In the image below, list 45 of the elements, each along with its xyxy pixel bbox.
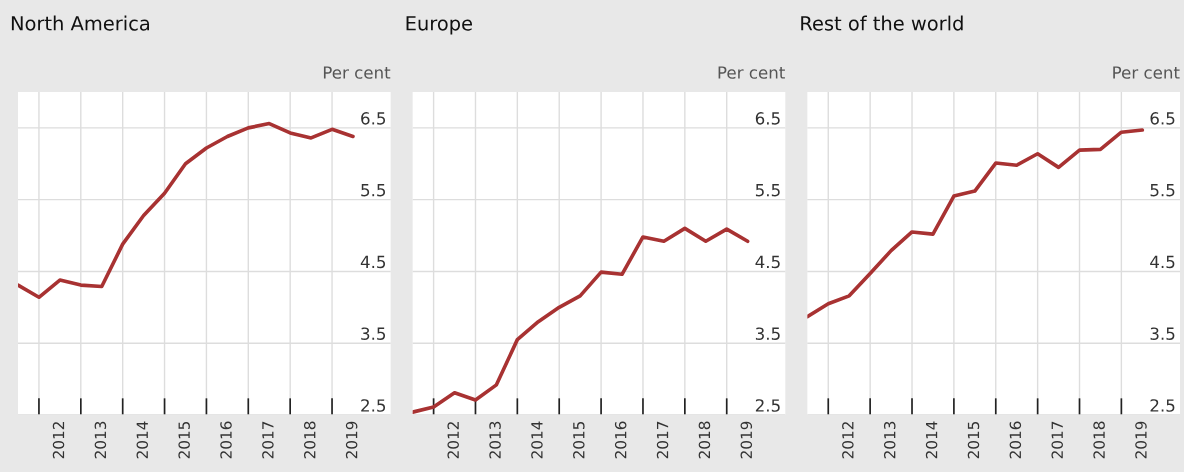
x-tick-label: 2019 (1135, 421, 1147, 459)
x-tick-label: 2017 (1051, 421, 1063, 459)
y-tick-label: 2.5 (361, 399, 386, 412)
y-tick-label: 2.5 (1150, 399, 1175, 412)
y-tick-label: 3.5 (1150, 327, 1175, 340)
x-tick-label: 2015 (178, 421, 190, 459)
y-tick-label: 6.5 (361, 112, 386, 125)
x-tick-label: 2012 (52, 422, 65, 459)
y-tick-label: 4.5 (1150, 255, 1175, 269)
x-tick-label: 2018 (1093, 421, 1105, 459)
chart-title: Europe (406, 16, 472, 35)
y-axis-title: Per cent (323, 66, 391, 79)
x-tick-label: 2014 (136, 421, 149, 459)
x-tick-label: 2016 (614, 421, 627, 459)
x-tick-label: 2012 (447, 422, 459, 459)
y-tick-label: 3.5 (755, 327, 780, 340)
x-tick-label: 2017 (262, 421, 274, 459)
x-tick-label: 2016 (1009, 421, 1022, 459)
y-tick-label: 4.5 (360, 255, 386, 269)
chart-title: Rest of the world (801, 15, 963, 31)
x-tick-label: 2012 (842, 422, 854, 459)
chart-title: North America (11, 15, 150, 31)
y-axis-title: Per cent (1113, 66, 1180, 79)
x-tick-label: 2019 (345, 421, 358, 459)
x-tick-label: 2018 (698, 421, 711, 459)
x-tick-label: 2015 (573, 421, 585, 459)
y-tick-label: 4.5 (755, 255, 780, 269)
x-tick-label: 2013 (489, 421, 501, 459)
y-tick-label: 5.5 (361, 184, 386, 197)
y-tick-label: 6.5 (755, 112, 780, 125)
y-tick-label: 5.5 (755, 184, 780, 197)
y-tick-label: 6.5 (1150, 112, 1175, 125)
x-tick-label: 2018 (303, 421, 316, 459)
x-tick-label: 2016 (220, 421, 232, 459)
y-tick-label: 3.5 (361, 327, 386, 340)
x-tick-label: 2017 (656, 421, 669, 459)
x-tick-label: 2015 (967, 421, 980, 459)
x-tick-label: 2014 (925, 421, 938, 459)
x-tick-label: 2019 (740, 421, 753, 459)
y-tick-label: 2.5 (755, 399, 780, 412)
y-axis-title: Per cent (718, 66, 785, 79)
y-tick-label: 5.5 (1150, 184, 1175, 197)
x-tick-label: 2013 (883, 421, 896, 459)
x-tick-label: 2013 (94, 421, 107, 459)
x-tick-label: 2014 (531, 421, 543, 459)
